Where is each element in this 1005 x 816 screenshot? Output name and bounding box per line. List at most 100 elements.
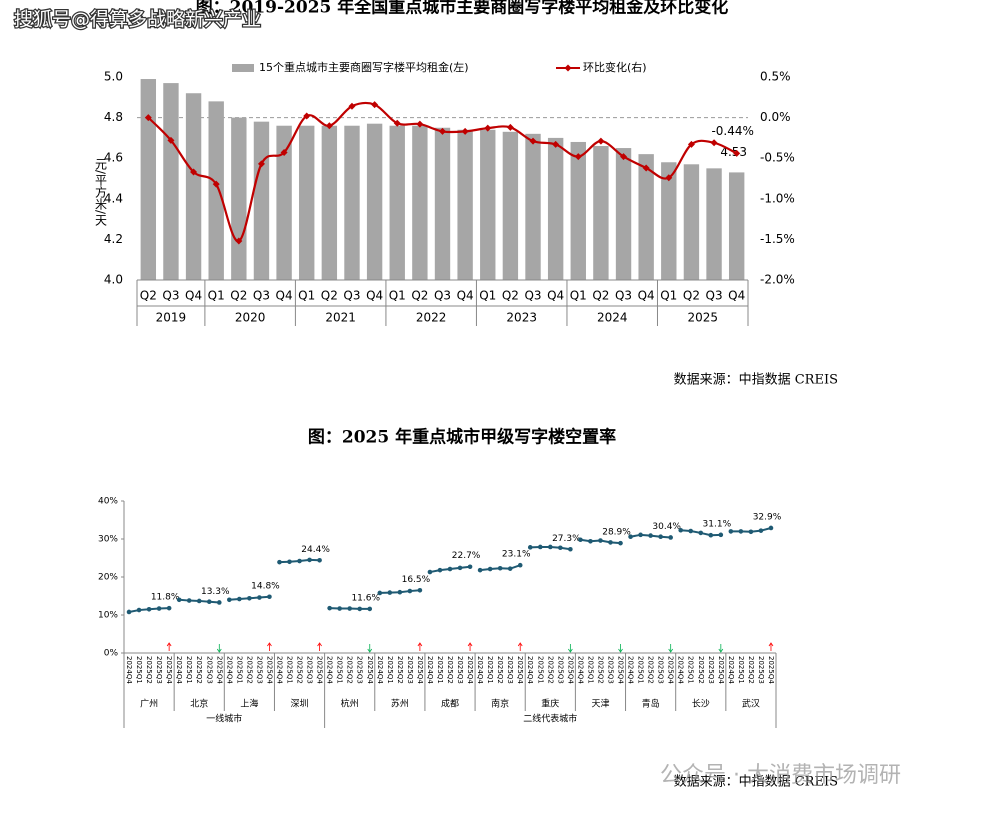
marker <box>267 594 272 600</box>
x-tick-label: 2025Q1 <box>135 656 143 684</box>
x-group-label: 2021 <box>325 311 356 325</box>
marker <box>718 532 724 538</box>
x-tick-label: 2024Q4 <box>576 656 584 684</box>
x-tick-label: 2025Q3 <box>556 656 564 684</box>
marker <box>167 136 175 144</box>
marker <box>648 533 653 538</box>
marker <box>227 597 232 603</box>
marker <box>186 598 192 603</box>
x-tick-label: 2025Q2 <box>596 656 604 684</box>
bar <box>412 125 428 280</box>
data-label: 22.7% <box>452 551 481 561</box>
marker <box>658 534 663 540</box>
bar <box>344 125 360 280</box>
city-label: 上海 <box>240 698 258 710</box>
marker <box>257 160 265 168</box>
x-tick-label: 2025Q2 <box>446 656 454 684</box>
marker <box>206 599 212 604</box>
city-label: 重庆 <box>541 698 559 710</box>
marker <box>297 558 302 564</box>
marker <box>517 562 523 568</box>
marker <box>548 544 553 550</box>
trend-arrow <box>417 642 423 647</box>
marker <box>416 120 424 128</box>
x-tick-label: 2025Q3 <box>506 656 514 684</box>
bar <box>321 125 338 280</box>
bar <box>570 141 586 280</box>
marker <box>277 559 282 565</box>
group-label: 一线城市 <box>206 713 242 725</box>
chart-title: 图：2019-2025 年全国重点城市主要商圈写字楼平均租金及环比变化 <box>196 0 729 18</box>
source: 数据来源：中指数据 CREIS <box>674 775 838 790</box>
x-tick-label: Q2 <box>502 289 519 303</box>
x-tick-label: 2024Q4 <box>426 656 434 684</box>
marker <box>437 567 443 573</box>
x-tick-label: 2025Q2 <box>546 656 554 684</box>
x-tick-label: 2025Q1 <box>185 656 193 684</box>
bar <box>231 117 247 280</box>
x-tick-label: 2025Q1 <box>235 656 243 684</box>
x-tick-label: 2025Q3 <box>456 656 464 684</box>
legend-label: 15个重点城市主要商圈写字楼平均租金(左) <box>259 60 469 74</box>
x-tick-label: 2025Q1 <box>536 656 544 684</box>
x-tick-label: 2025Q3 <box>155 656 163 684</box>
x-tick-label: 2025Q4 <box>566 656 574 684</box>
marker <box>527 545 533 550</box>
x-tick-label: Q1 <box>389 289 406 303</box>
marker <box>317 557 322 563</box>
marker <box>477 567 483 573</box>
x-tick-label: 2025Q1 <box>286 656 294 684</box>
marker <box>156 606 162 611</box>
marker <box>367 606 373 612</box>
marker <box>497 565 503 571</box>
city-label: 成都 <box>441 698 459 710</box>
marker <box>216 600 222 605</box>
bar <box>366 123 383 280</box>
x-tick-label: 2025Q1 <box>436 656 444 684</box>
vacancy-chart: 0%10%20%30%40%2024Q4 2025Q1 2025Q2 2025Q311… <box>98 497 782 728</box>
data-label: 14.8% <box>251 581 280 591</box>
city-label: 武汉 <box>742 698 760 710</box>
x-tick-label: 2025Q1 <box>586 656 594 684</box>
marker <box>738 529 744 534</box>
trend-arrow <box>517 642 523 647</box>
y-tick-label: 30% <box>98 535 118 545</box>
y-tick-label: 4.6 <box>104 151 123 165</box>
data-label: 27.3% <box>552 534 581 544</box>
x-tick-label: 2025Q4 <box>466 656 474 684</box>
x-tick-label: 2025Q3 <box>356 656 364 684</box>
trend-arrow <box>718 648 724 653</box>
x-tick-label: Q2 <box>230 289 247 303</box>
x-tick-label: 2025Q4 <box>717 656 725 684</box>
marker <box>552 140 560 148</box>
x-group-label: 2022 <box>416 311 447 325</box>
bar <box>502 131 519 280</box>
marker <box>628 534 633 540</box>
trend-arrow <box>618 648 623 653</box>
x-tick-label: Q1 <box>298 289 315 303</box>
x-tick-label: 2024Q4 <box>275 656 283 684</box>
marker <box>620 153 628 161</box>
city-label: 长沙 <box>692 698 710 710</box>
bar <box>706 168 722 280</box>
x-tick-label: 2025Q2 <box>496 656 504 684</box>
bar <box>253 121 270 280</box>
bar <box>276 125 292 280</box>
bar <box>661 162 677 280</box>
marker <box>176 597 182 603</box>
marker <box>417 588 423 593</box>
x-tick-label: Q4 <box>185 289 202 303</box>
x-tick-label: 2025Q1 <box>687 656 695 684</box>
bar <box>389 125 405 280</box>
x-tick-label: Q1 <box>208 289 225 303</box>
marker <box>768 525 774 531</box>
rent-chart: 4.0 4.2 4.4 4.6 4.8 5.0 -2.0% -1.5% -1.0% -0.5% 0.… <box>94 60 795 326</box>
data-label: 16.5% <box>402 575 431 585</box>
data-label: 11.8% <box>151 593 180 603</box>
y-axis-label: 元/平方米/天 <box>94 158 108 226</box>
city-label: 南京 <box>491 698 509 710</box>
bar <box>593 146 609 280</box>
chart-title: 图：2025 年重点城市甲级写字楼空置率 <box>308 427 616 448</box>
legend-label: 环比变化(右) <box>583 60 647 74</box>
x-tick-label: 2025Q4 <box>215 656 223 684</box>
